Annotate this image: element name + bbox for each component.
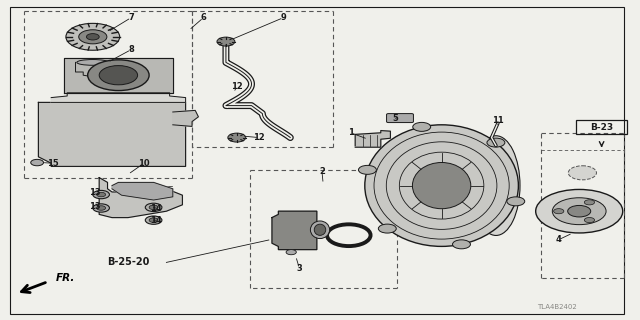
Circle shape bbox=[149, 205, 158, 210]
Text: 14: 14 bbox=[150, 204, 161, 212]
Ellipse shape bbox=[333, 227, 365, 243]
Polygon shape bbox=[38, 102, 186, 166]
Text: B-25-20: B-25-20 bbox=[107, 257, 149, 268]
Circle shape bbox=[452, 240, 470, 249]
Text: 12: 12 bbox=[231, 82, 243, 91]
Circle shape bbox=[145, 203, 162, 212]
Circle shape bbox=[99, 66, 138, 85]
Text: 11: 11 bbox=[492, 116, 504, 125]
Circle shape bbox=[286, 250, 296, 255]
Text: 8: 8 bbox=[129, 45, 134, 54]
Text: 9: 9 bbox=[281, 13, 286, 22]
Circle shape bbox=[97, 206, 106, 210]
Text: 10: 10 bbox=[138, 159, 150, 168]
Ellipse shape bbox=[314, 224, 326, 236]
Polygon shape bbox=[64, 58, 173, 93]
Circle shape bbox=[568, 166, 596, 180]
Ellipse shape bbox=[365, 125, 518, 246]
Text: 13: 13 bbox=[89, 202, 100, 211]
Ellipse shape bbox=[472, 136, 520, 236]
Circle shape bbox=[507, 197, 525, 206]
Text: 3: 3 bbox=[297, 264, 302, 273]
Circle shape bbox=[217, 37, 235, 46]
Text: B-23: B-23 bbox=[590, 123, 613, 132]
Circle shape bbox=[554, 209, 564, 214]
Circle shape bbox=[378, 224, 396, 233]
Circle shape bbox=[86, 34, 99, 40]
Polygon shape bbox=[99, 178, 182, 218]
Circle shape bbox=[584, 200, 595, 205]
Circle shape bbox=[93, 204, 109, 212]
Ellipse shape bbox=[310, 221, 330, 239]
Circle shape bbox=[487, 138, 505, 147]
Text: 7: 7 bbox=[129, 13, 134, 22]
Text: FR.: FR. bbox=[56, 273, 75, 284]
Circle shape bbox=[66, 23, 120, 50]
Circle shape bbox=[228, 133, 246, 142]
Text: 12: 12 bbox=[253, 133, 265, 142]
Polygon shape bbox=[51, 93, 186, 102]
Text: 1: 1 bbox=[348, 128, 354, 137]
Circle shape bbox=[552, 198, 606, 225]
Text: 15: 15 bbox=[47, 159, 58, 168]
Text: 4: 4 bbox=[555, 236, 561, 244]
Text: 6: 6 bbox=[200, 13, 207, 22]
Polygon shape bbox=[272, 211, 317, 250]
Circle shape bbox=[93, 190, 109, 199]
Text: TLA4B2402: TLA4B2402 bbox=[537, 304, 577, 309]
Circle shape bbox=[536, 189, 623, 233]
Polygon shape bbox=[112, 182, 173, 200]
Circle shape bbox=[584, 218, 595, 223]
Circle shape bbox=[149, 218, 158, 222]
Ellipse shape bbox=[77, 60, 109, 65]
Text: 5: 5 bbox=[392, 114, 399, 123]
Circle shape bbox=[79, 30, 107, 44]
Polygon shape bbox=[173, 110, 198, 126]
Circle shape bbox=[568, 205, 591, 217]
Circle shape bbox=[145, 216, 162, 224]
Text: 14: 14 bbox=[150, 216, 161, 225]
Circle shape bbox=[413, 122, 431, 131]
Polygon shape bbox=[355, 131, 390, 147]
Circle shape bbox=[97, 192, 106, 197]
Circle shape bbox=[88, 60, 149, 91]
FancyBboxPatch shape bbox=[387, 114, 413, 123]
Text: 13: 13 bbox=[89, 188, 100, 196]
Circle shape bbox=[31, 159, 44, 166]
Text: 2: 2 bbox=[319, 167, 325, 176]
Ellipse shape bbox=[412, 163, 471, 209]
Circle shape bbox=[358, 165, 376, 174]
Polygon shape bbox=[76, 62, 110, 77]
